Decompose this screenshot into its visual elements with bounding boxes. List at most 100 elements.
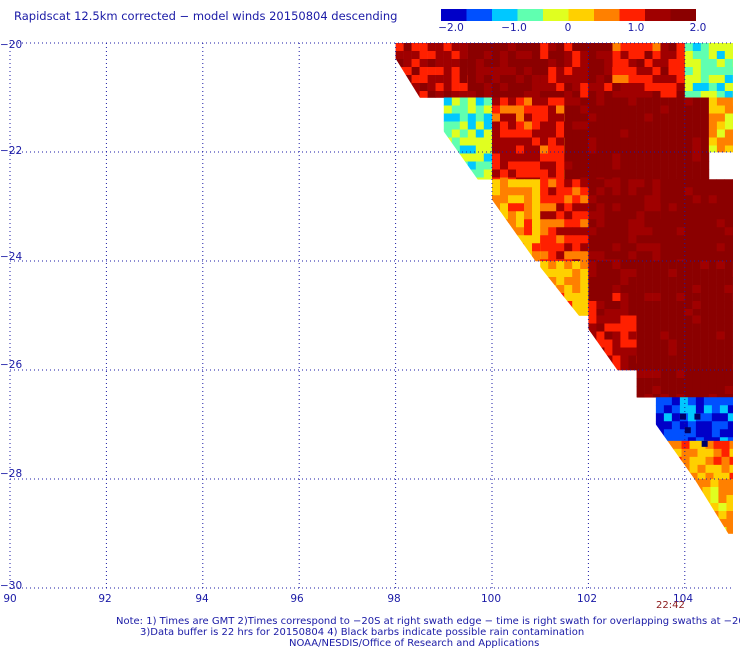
heatmap-cell <box>620 243 629 252</box>
heatmap-cell <box>588 269 597 278</box>
heatmap-cell <box>689 464 698 474</box>
heatmap-cell <box>660 355 669 364</box>
heatmap-cell <box>684 219 693 228</box>
heatmap-cell <box>684 378 694 387</box>
heatmap-cell <box>676 43 685 52</box>
heatmap-cell <box>673 440 682 450</box>
heatmap-cell <box>596 323 605 332</box>
heatmap-cell <box>556 251 565 260</box>
heatmap-cell <box>644 121 653 130</box>
heatmap-cell <box>676 269 685 278</box>
heatmap-cell <box>500 121 509 130</box>
heatmap-cell <box>724 129 733 138</box>
heatmap-cell <box>508 145 517 154</box>
heatmap-cell <box>588 161 597 170</box>
heatmap-cell <box>711 429 721 438</box>
heatmap-cell <box>716 179 725 188</box>
heatmap-cell <box>636 43 645 52</box>
heatmap-cell <box>660 394 669 398</box>
heatmap-cell <box>548 187 557 196</box>
heatmap-cell <box>588 97 597 106</box>
heatmap-cell <box>507 59 517 68</box>
heatmap-cell <box>724 259 733 262</box>
heatmap-cell <box>628 363 637 371</box>
heatmap-cell <box>676 219 685 228</box>
heatmap-cell <box>443 51 452 60</box>
heatmap-cell <box>708 277 717 286</box>
heatmap-cell <box>700 277 709 286</box>
heatmap-cell <box>716 195 725 204</box>
heatmap-cell <box>540 43 549 52</box>
colorbar-segment <box>466 9 493 21</box>
heatmap-cell <box>724 285 733 294</box>
heatmap-cell <box>692 339 701 348</box>
heatmap-cell <box>700 97 709 106</box>
heatmap-cell <box>620 59 629 68</box>
heatmap-cell <box>548 219 557 228</box>
colorbar-segment <box>670 9 696 21</box>
heatmap-cell <box>687 437 697 442</box>
heatmap-cell <box>580 227 589 236</box>
heatmap-cell <box>636 137 645 146</box>
heatmap-cell <box>652 211 661 220</box>
heatmap-cell <box>403 75 412 84</box>
heatmap-cell <box>708 285 717 294</box>
heatmap-cell <box>467 169 477 178</box>
heatmap-cell <box>708 378 718 387</box>
heatmap-cell <box>700 129 709 138</box>
heatmap-cell <box>660 331 669 340</box>
heatmap-cell <box>697 448 706 458</box>
heatmap-cell <box>652 347 661 356</box>
heatmap-cell <box>556 203 565 212</box>
heatmap-cell <box>727 429 733 438</box>
heatmap-cell <box>588 153 597 162</box>
heatmap-cell <box>671 421 681 430</box>
heatmap-cell <box>708 129 710 138</box>
heatmap-cell <box>548 243 557 252</box>
heatmap-cell <box>708 211 717 220</box>
heatmap-cell <box>564 83 573 92</box>
heatmap-cell <box>660 251 669 260</box>
heatmap-cell <box>467 51 477 60</box>
heatmap-cell <box>708 113 718 122</box>
heatmap-cell <box>620 251 629 260</box>
heatmap-cell <box>564 187 573 196</box>
heatmap-cell <box>652 259 661 262</box>
heatmap-cell <box>507 75 517 84</box>
heatmap-cell <box>724 293 733 302</box>
heatmap-cell <box>507 43 517 52</box>
heatmap-cell <box>721 472 730 480</box>
heatmap-cell <box>660 179 669 188</box>
heatmap-cell <box>604 195 613 204</box>
heatmap-cell <box>451 137 461 146</box>
heatmap-cell <box>540 51 549 60</box>
heatmap-cell <box>668 363 677 371</box>
heatmap-cell <box>684 285 693 294</box>
heatmap-cell <box>668 269 677 278</box>
heatmap-cell <box>724 378 733 387</box>
heatmap-cell <box>612 301 621 310</box>
heatmap-cell <box>676 195 685 204</box>
heatmap-cell <box>467 137 477 146</box>
heatmap-cell <box>644 51 653 60</box>
heatmap-cell <box>500 219 509 228</box>
heatmap-cell <box>548 179 557 188</box>
heatmap-cell <box>492 161 501 170</box>
heatmap-cell <box>459 43 468 52</box>
heatmap-cell <box>524 161 533 170</box>
heatmap-cell <box>612 259 621 262</box>
heatmap-cell <box>475 59 485 68</box>
heatmap-cell <box>508 121 517 130</box>
heatmap-cell <box>676 363 685 371</box>
heatmap-cell <box>556 195 565 204</box>
heatmap-cell <box>588 83 597 92</box>
heatmap-cell <box>716 386 726 395</box>
heatmap-cell <box>612 331 621 340</box>
heatmap-cell <box>435 43 444 52</box>
heatmap-cell <box>435 75 444 84</box>
heatmap-cell <box>721 440 730 450</box>
heatmap-cell <box>443 177 453 180</box>
heatmap-cell <box>612 177 621 180</box>
heatmap-cell <box>524 235 533 244</box>
heatmap-cell <box>492 211 501 220</box>
